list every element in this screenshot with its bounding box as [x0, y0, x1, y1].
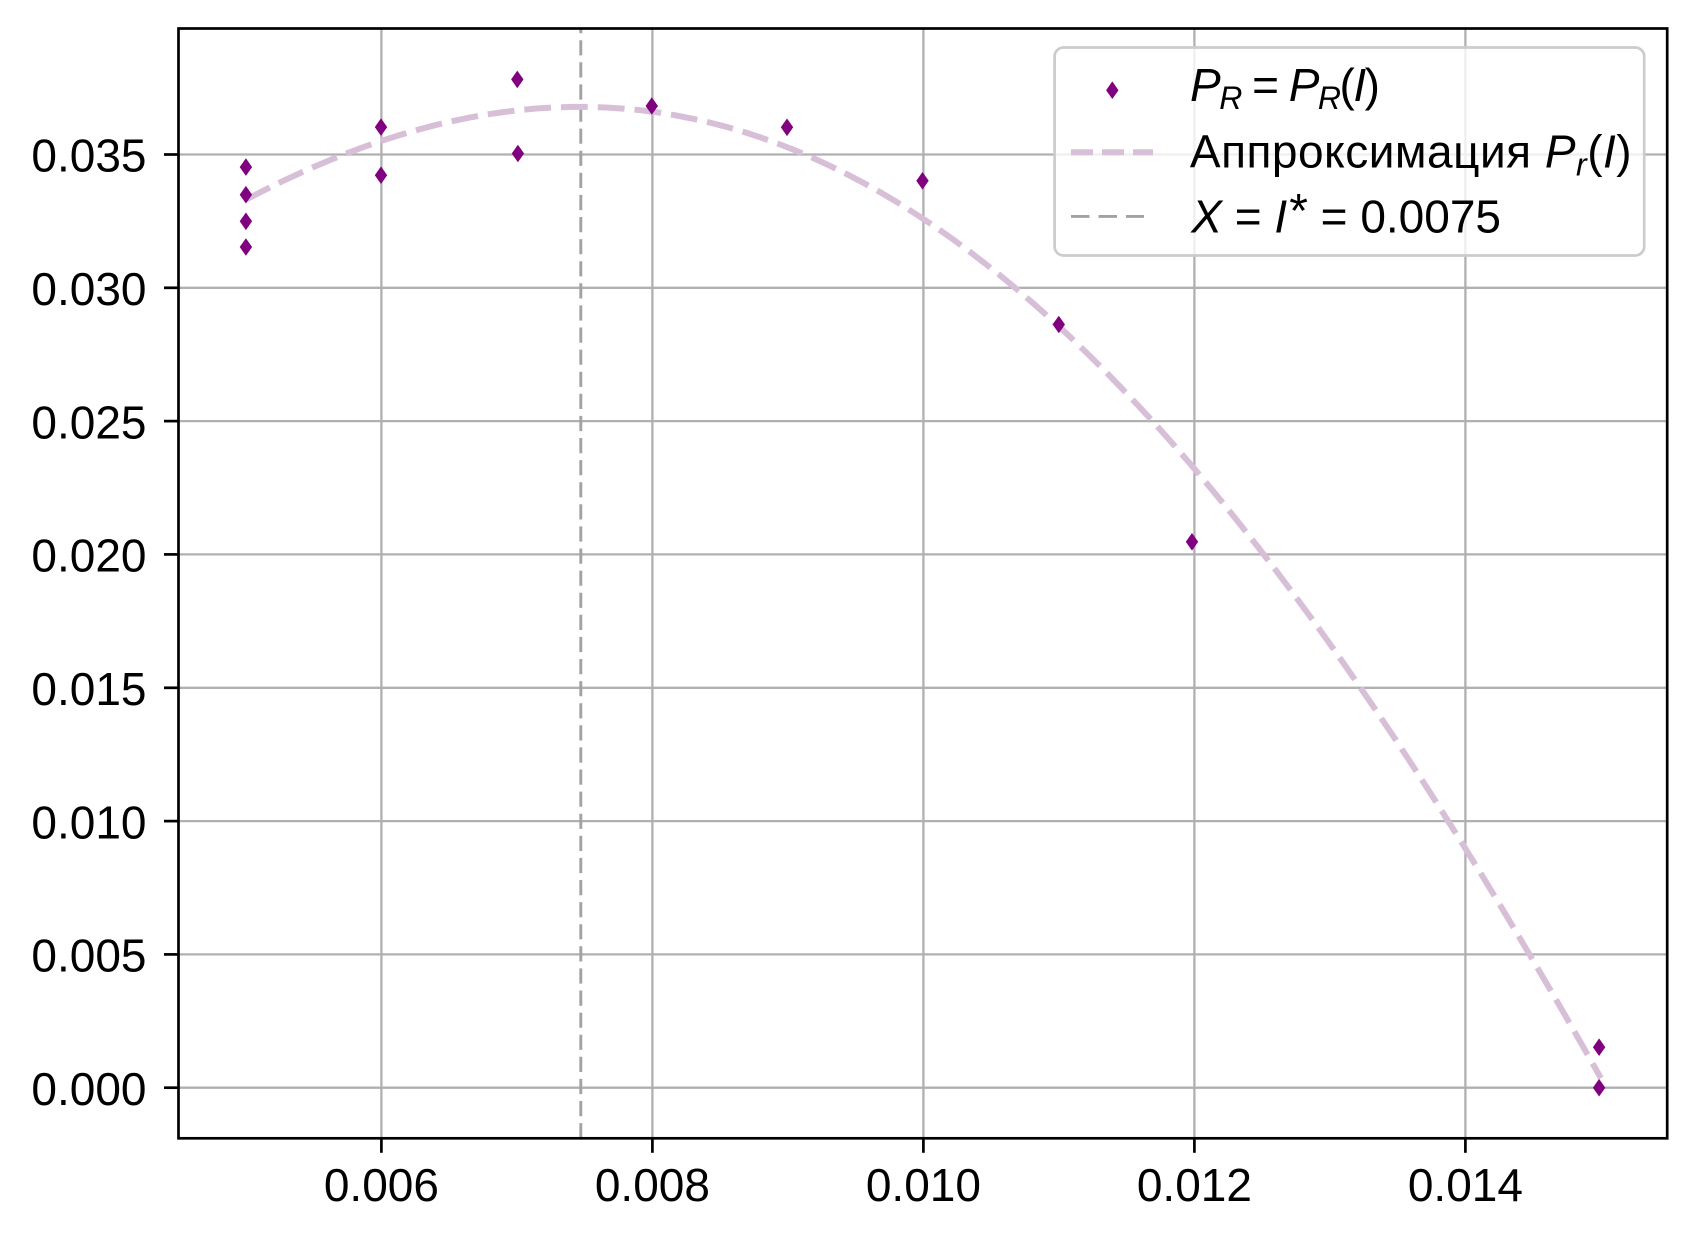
svg-text:0.006: 0.006: [324, 1159, 439, 1211]
svg-text:0.005: 0.005: [31, 930, 146, 982]
svg-text:0.012: 0.012: [1137, 1159, 1252, 1211]
svg-text:PR = PR(I): PR = PR(I): [1190, 59, 1378, 116]
svg-text:0.008: 0.008: [595, 1159, 710, 1211]
svg-text:0.025: 0.025: [31, 396, 146, 448]
svg-text:0.014: 0.014: [1408, 1159, 1523, 1211]
svg-text:0.030: 0.030: [31, 263, 146, 315]
svg-text:0.015: 0.015: [31, 663, 146, 715]
svg-text:X = I* = 0.0075: X = I* = 0.0075: [1190, 185, 1501, 243]
svg-text:0.020: 0.020: [31, 530, 146, 582]
svg-text:0.010: 0.010: [866, 1159, 981, 1211]
svg-text:Аппроксимация Pr(I): Аппроксимация Pr(I): [1190, 126, 1632, 183]
svg-text:0.000: 0.000: [31, 1063, 146, 1115]
svg-text:0.010: 0.010: [31, 796, 146, 848]
svg-text:0.035: 0.035: [31, 130, 146, 182]
